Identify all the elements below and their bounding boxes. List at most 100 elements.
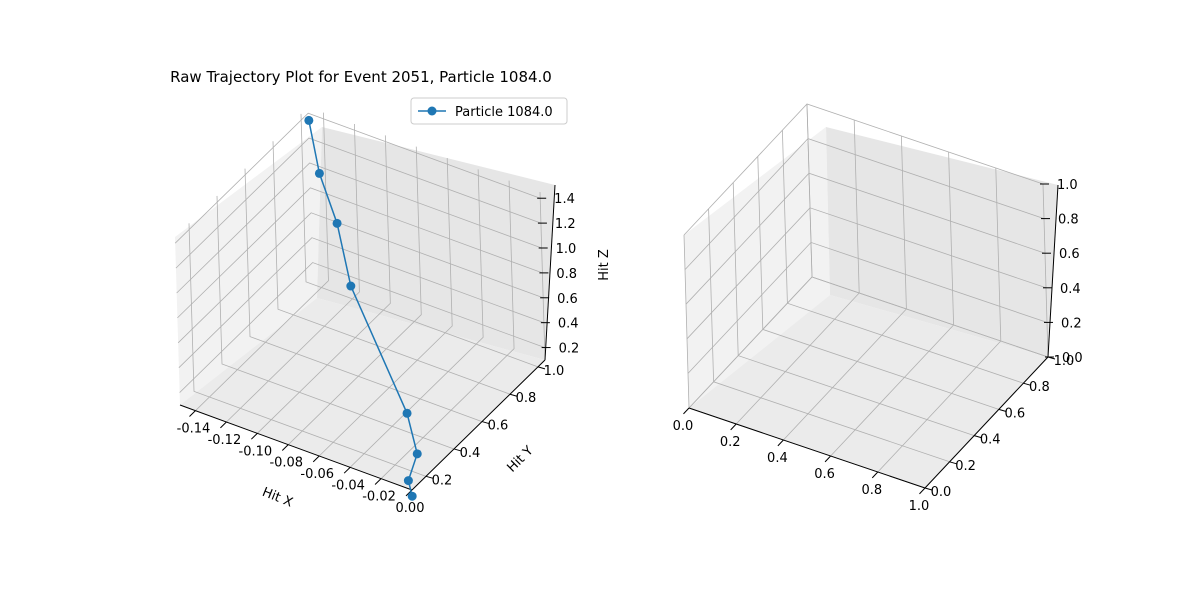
legend-marker	[427, 106, 437, 116]
y-tick-label: 0.0	[931, 485, 952, 500]
z-gridline	[176, 162, 542, 294]
y-ticks: 0.2 0.4 0.6 0.8 1.0	[425, 364, 565, 488]
x-tick-label: -0.08	[269, 456, 303, 471]
legend-label: Particle 1084.0	[455, 105, 553, 120]
legend: Particle 1084.0	[410, 97, 568, 125]
z-axis-line	[1047, 184, 1059, 358]
y-tick	[509, 393, 518, 397]
data-point	[402, 408, 412, 418]
x-tick-label: 0.2	[720, 435, 741, 450]
z-axis-label: Hit Z	[597, 249, 612, 281]
y-axis-line	[411, 359, 546, 491]
x-tick	[824, 455, 831, 463]
series-line	[308, 120, 419, 497]
data-point	[304, 115, 314, 125]
x-tick-label: -0.02	[362, 490, 396, 505]
x-tick-label: -0.14	[177, 422, 211, 437]
axes-3d-right: 0.00.20.40.60.81.0 0.00.20.40.60.81.0 0.…	[673, 103, 1083, 514]
x-tick	[250, 432, 258, 440]
x-tick	[871, 471, 879, 479]
x-tick	[683, 407, 690, 415]
x-tick-label: 0.0	[673, 419, 694, 434]
z-gridline	[687, 241, 1048, 374]
z-tick-label: 1.2	[555, 217, 576, 232]
z-tick-label: 1.0	[1057, 178, 1078, 193]
x-tick-label: 0.4	[767, 451, 788, 466]
y-tick-label: 0.8	[1029, 380, 1050, 395]
z-tick-label: 0.2	[559, 342, 580, 357]
x-tick	[312, 455, 320, 463]
z-gridline	[178, 237, 545, 368]
z-tick-label: 0.8	[556, 267, 577, 282]
panel-floor	[180, 298, 545, 490]
panel-x-plane	[684, 127, 830, 408]
z-tick-label: 1.0	[556, 242, 577, 257]
panel-floor	[689, 295, 1048, 488]
z-ticks: 0.2 0.4 0.6 0.8 1.0 1.2 1.4	[537, 192, 580, 357]
x-tick	[343, 466, 351, 474]
x-tick-label: -0.04	[331, 478, 365, 493]
x-tick	[374, 478, 382, 485]
y-tick	[537, 366, 546, 370]
y-tick-label: 0.2	[955, 459, 976, 474]
x-tick	[220, 421, 227, 429]
y-tick	[924, 487, 933, 491]
x-axis-line	[688, 407, 926, 489]
y-ticks: 0.00.2 0.40.6 0.8 1.0	[924, 354, 1075, 500]
data-point	[332, 218, 342, 228]
y-tick	[998, 408, 1006, 412]
series-group	[304, 115, 422, 501]
z-gridline	[683, 103, 1044, 236]
x-tick	[730, 423, 737, 431]
z-tick-label: 0.2	[1061, 316, 1082, 331]
y-axis-line	[924, 356, 1049, 489]
x-tick-label: 0.6	[814, 467, 835, 482]
z-tick-label: 0.4	[1060, 282, 1081, 297]
z-gridline	[686, 207, 1047, 340]
z-tick-label: 0.0	[1062, 351, 1083, 366]
x-ticks: -0.14-0.12-0.10-0.08-0.06-0.04-0.020.00	[177, 410, 425, 516]
legend-box	[410, 97, 568, 125]
x-ticks: 0.0 0.2 0.4 0.6 0.8 1.0	[673, 407, 930, 514]
data-point	[407, 491, 417, 501]
y-tick-label: 0.6	[1004, 406, 1025, 421]
y-axis-label: Hit Y	[504, 443, 536, 475]
y-tick	[425, 475, 434, 479]
x-tick	[777, 439, 784, 447]
data-point	[346, 281, 356, 291]
y-tick	[481, 421, 490, 425]
z-tick-label: 0.8	[1058, 213, 1079, 228]
y-tick-label: 0.8	[516, 391, 537, 406]
x-tick-label: 1.0	[909, 499, 930, 514]
x-tick-label: -0.10	[239, 444, 273, 459]
x-tick-label: -0.06	[300, 467, 334, 482]
z-tick-label: 0.4	[558, 317, 579, 332]
x-tick-label: -0.12	[208, 433, 242, 448]
x-tick-label: 0.00	[396, 501, 425, 516]
y-tick-label: 0.4	[460, 446, 481, 461]
y-tick-label: 0.6	[488, 419, 509, 434]
y-tick	[453, 448, 462, 452]
data-point	[412, 449, 422, 459]
panel-y-plane	[317, 127, 555, 360]
z-gridline	[177, 212, 544, 344]
data-point	[314, 168, 324, 178]
x-tick	[281, 444, 289, 451]
y-tick-label: 1.0	[544, 364, 565, 379]
x-tick-label: 0.8	[861, 483, 882, 498]
z-gridline	[688, 276, 1049, 409]
y-tick	[1023, 382, 1031, 386]
z-tick-label: 1.4	[554, 192, 575, 207]
z-gridline	[684, 138, 1045, 270]
y-tick	[974, 435, 982, 439]
z-gridline	[174, 112, 541, 244]
x-axis-label: Hit X	[260, 485, 295, 511]
chart-title: Raw Trajectory Plot for Event 2051, Part…	[170, 68, 552, 86]
y-tick-label: 1.0	[1054, 354, 1075, 369]
z-gridline	[685, 172, 1046, 305]
y-tick-label: 0.4	[980, 433, 1001, 448]
y-tick	[949, 461, 957, 465]
z-gridline	[177, 187, 543, 319]
z-tick-label: 0.6	[557, 292, 578, 307]
